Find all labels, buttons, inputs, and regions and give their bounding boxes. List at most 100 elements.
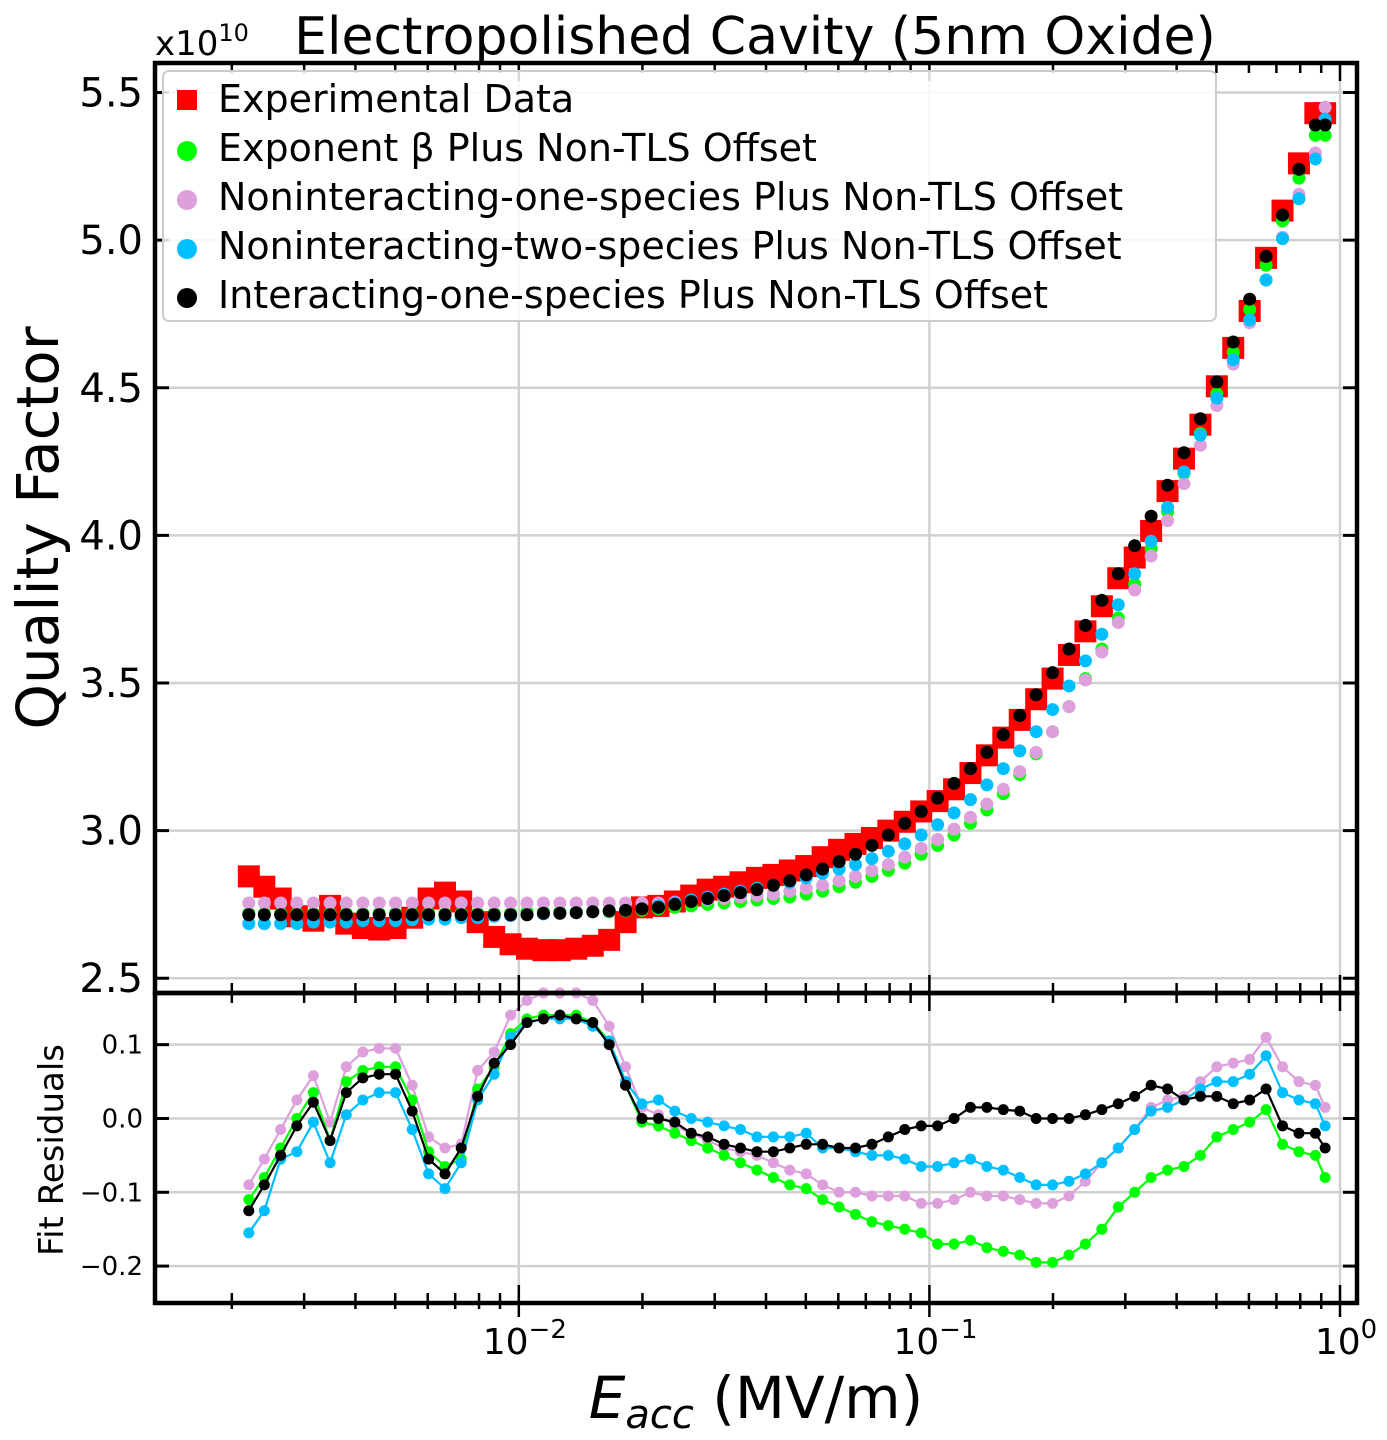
fit-point xyxy=(996,762,1010,776)
residual-point xyxy=(850,1186,862,1198)
fit-point xyxy=(323,908,337,922)
fit-point xyxy=(471,908,485,922)
fit-point xyxy=(651,900,665,914)
fit-point xyxy=(602,904,616,918)
fit-point xyxy=(1144,549,1158,563)
residual-point xyxy=(324,1116,336,1128)
residual-point xyxy=(324,1135,336,1147)
fit-point xyxy=(520,908,534,922)
residual-point xyxy=(718,1138,730,1150)
residual-point xyxy=(833,1201,845,1213)
residual-point xyxy=(932,1197,944,1209)
residual-point xyxy=(981,1160,993,1172)
fit-point xyxy=(799,868,813,882)
fit-point xyxy=(405,908,419,922)
main-series xyxy=(237,100,1337,962)
residual-point xyxy=(1194,1090,1206,1102)
x-tick-label: 100 xyxy=(1315,1315,1377,1363)
residual-point xyxy=(751,1131,763,1143)
fit-point xyxy=(1111,615,1125,629)
residual-point xyxy=(455,1142,467,1154)
fit-point xyxy=(701,892,715,906)
residual-point xyxy=(718,1149,730,1161)
residual-point xyxy=(1030,1197,1042,1209)
residual-point xyxy=(899,1223,911,1235)
experimental-data-point xyxy=(565,937,588,960)
legend-label: Exponent β Plus Non-TLS Offset xyxy=(218,126,817,170)
fit-point xyxy=(668,897,682,911)
residual-point xyxy=(948,1194,960,1206)
fit-point xyxy=(1013,765,1027,779)
fit-point xyxy=(816,862,830,876)
residual-point xyxy=(767,1172,779,1184)
residual-point xyxy=(1211,1061,1223,1073)
main-y-axis-label: Quality Factor xyxy=(4,326,72,729)
fit-point xyxy=(1128,583,1142,597)
residual-point xyxy=(997,1104,1009,1116)
residual-y-tick-label: 0.1 xyxy=(102,1031,143,1061)
residual-point xyxy=(850,1142,862,1154)
residual-point xyxy=(981,1101,993,1113)
residual-point xyxy=(1063,1249,1075,1261)
fit-point xyxy=(487,908,501,922)
residual-point xyxy=(1047,1112,1059,1124)
residual-point xyxy=(472,1090,484,1102)
x-tick-label: 10−2 xyxy=(483,1315,567,1363)
residual-point xyxy=(340,1061,352,1073)
fit-point xyxy=(1259,273,1273,287)
fit-point xyxy=(1078,673,1092,687)
legend-marker xyxy=(177,190,197,210)
residual-point xyxy=(767,1157,779,1169)
residual-point xyxy=(1227,1057,1239,1069)
residual-point xyxy=(767,1146,779,1158)
residual-point xyxy=(1277,1061,1289,1073)
residual-point xyxy=(1293,1094,1305,1106)
legend-marker xyxy=(177,141,197,161)
fit-point xyxy=(1308,118,1322,132)
residual-point xyxy=(882,1149,894,1161)
residual-plot-frame xyxy=(152,990,1360,1306)
residual-point xyxy=(1096,1104,1108,1116)
fit-point xyxy=(290,896,304,910)
fit-point xyxy=(422,908,436,922)
fit-point xyxy=(1226,335,1240,349)
fit-point xyxy=(1144,509,1158,523)
residual-point xyxy=(1063,1112,1075,1124)
main-y-tick-label: 2.5 xyxy=(79,956,143,1002)
legend-marker xyxy=(177,90,197,110)
fit-point xyxy=(1046,703,1060,717)
residual-point xyxy=(1293,1127,1305,1139)
legend: Experimental Data Exponent β Plus Non-TLS… xyxy=(162,70,1217,322)
fit-point xyxy=(947,776,961,790)
residual-point xyxy=(948,1238,960,1250)
fit-point xyxy=(405,896,419,910)
residual-grid xyxy=(155,993,1357,1303)
residual-point xyxy=(1244,1094,1256,1106)
fit-point xyxy=(898,816,912,830)
chart-title: Electropolished Cavity (5nm Oxide) xyxy=(294,7,1216,67)
residual-point xyxy=(784,1142,796,1154)
residual-point xyxy=(1063,1175,1075,1187)
fit-point xyxy=(980,745,994,759)
residual-point xyxy=(1030,1112,1042,1124)
fit-point xyxy=(1318,118,1332,132)
fit-point xyxy=(1318,128,1332,142)
fit-point xyxy=(1177,465,1191,479)
fit-point xyxy=(454,908,468,922)
fit-point xyxy=(1046,666,1060,680)
fit-point xyxy=(290,908,304,922)
residual-point xyxy=(243,1194,255,1206)
main-y-tick-label: 5.0 xyxy=(79,218,143,264)
fit-point xyxy=(553,896,567,910)
residual-point xyxy=(1244,1053,1256,1065)
residual-point xyxy=(243,1179,255,1191)
residual-point xyxy=(1309,1127,1321,1139)
residual-point xyxy=(1079,1238,1091,1250)
residual-point xyxy=(603,1020,615,1032)
residual-point xyxy=(636,1112,648,1124)
residual-point xyxy=(1096,1223,1108,1235)
fit-point xyxy=(832,855,846,869)
residual-point xyxy=(948,1157,960,1169)
residual-point xyxy=(751,1146,763,1158)
